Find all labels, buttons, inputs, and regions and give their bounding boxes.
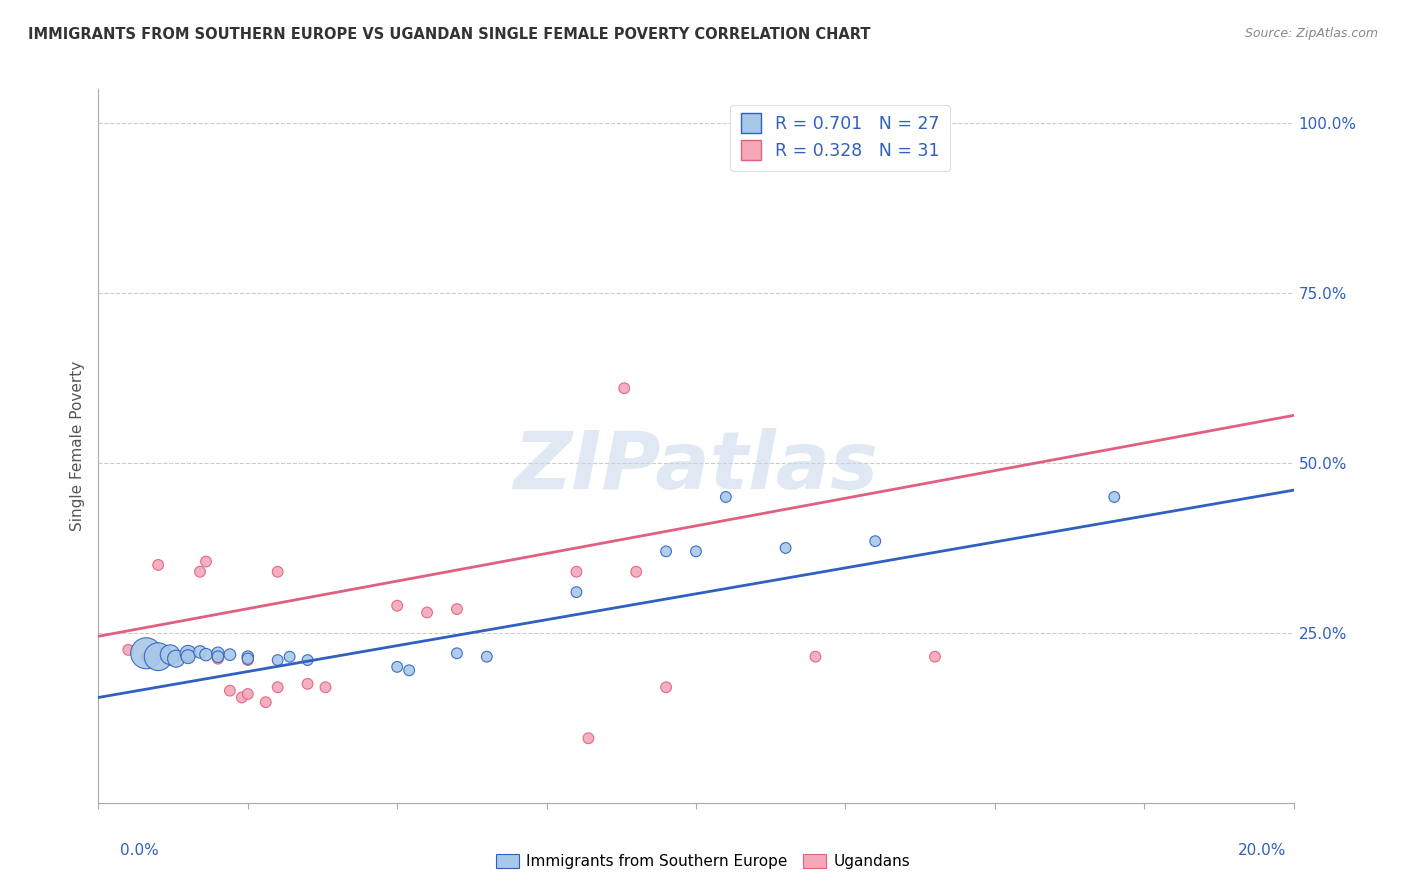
Point: [267, 565, 290, 579]
Point: [804, 649, 827, 664]
Point: [267, 653, 290, 667]
Point: [655, 544, 678, 558]
Point: [231, 690, 253, 705]
Point: [236, 649, 259, 664]
Text: ZIPatlas: ZIPatlas: [513, 428, 879, 507]
Point: [565, 585, 588, 599]
Point: [148, 558, 170, 572]
Text: 0.0%: 0.0%: [120, 843, 159, 858]
Point: [188, 565, 211, 579]
Point: [207, 646, 229, 660]
Point: [195, 555, 218, 569]
Point: [219, 648, 242, 662]
Point: [117, 643, 139, 657]
Point: [254, 695, 277, 709]
Point: [236, 687, 259, 701]
Point: [177, 646, 200, 660]
Point: [165, 651, 187, 665]
Point: [655, 680, 678, 694]
Point: [446, 646, 468, 660]
Point: [613, 381, 636, 395]
Point: [177, 649, 200, 664]
Legend: Immigrants from Southern Europe, Ugandans: Immigrants from Southern Europe, Ugandan…: [489, 848, 917, 875]
Point: [714, 490, 737, 504]
Point: [565, 565, 588, 579]
Point: [315, 680, 337, 694]
Text: IMMIGRANTS FROM SOUTHERN EUROPE VS UGANDAN SINGLE FEMALE POVERTY CORRELATION CHA: IMMIGRANTS FROM SOUTHERN EUROPE VS UGAND…: [28, 27, 870, 42]
Point: [135, 649, 157, 664]
Point: [578, 731, 600, 746]
Point: [297, 653, 319, 667]
Point: [626, 565, 648, 579]
Point: [159, 648, 181, 662]
Point: [236, 653, 259, 667]
Point: [177, 646, 200, 660]
Point: [1104, 490, 1126, 504]
Point: [165, 649, 187, 664]
Point: [148, 648, 170, 662]
Y-axis label: Single Female Poverty: Single Female Poverty: [70, 361, 86, 531]
Point: [775, 541, 797, 555]
Point: [207, 649, 229, 664]
Point: [475, 649, 498, 664]
Point: [135, 646, 157, 660]
Point: [924, 649, 946, 664]
Point: [195, 648, 218, 662]
Legend: R = 0.701   N = 27, R = 0.328   N = 31: R = 0.701 N = 27, R = 0.328 N = 31: [730, 105, 950, 170]
Point: [297, 677, 319, 691]
Point: [385, 599, 409, 613]
Point: [188, 645, 211, 659]
Point: [207, 651, 229, 665]
Point: [148, 649, 170, 664]
Point: [865, 534, 887, 549]
Point: [236, 651, 259, 665]
Point: [177, 649, 200, 664]
Text: 20.0%: 20.0%: [1239, 843, 1286, 858]
Point: [159, 653, 181, 667]
Point: [685, 544, 707, 558]
Point: [219, 683, 242, 698]
Point: [267, 680, 290, 694]
Point: [416, 606, 439, 620]
Point: [446, 602, 468, 616]
Point: [398, 663, 420, 677]
Point: [207, 649, 229, 664]
Point: [278, 649, 301, 664]
Text: Source: ZipAtlas.com: Source: ZipAtlas.com: [1244, 27, 1378, 40]
Point: [385, 660, 409, 674]
